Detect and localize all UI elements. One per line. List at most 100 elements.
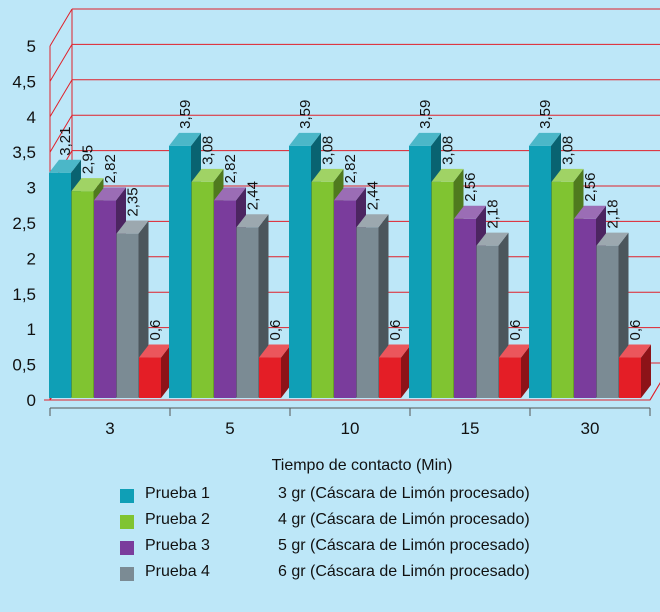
bar-top: [499, 344, 531, 358]
data-label: 3,59: [177, 100, 194, 129]
bar: [431, 181, 454, 398]
legend-swatch-prueba-1: [120, 489, 134, 503]
y-tick-label: 3: [27, 179, 36, 198]
bar: [139, 357, 161, 398]
bar-top: [71, 178, 104, 192]
legend-description: 3 gr (Cáscara de Limón procesado): [278, 485, 530, 502]
bar: [236, 227, 259, 398]
legend-swatch-prueba-4: [120, 567, 134, 581]
bar: [71, 191, 94, 398]
bar-group: [139, 344, 171, 398]
bar: [454, 218, 476, 398]
y-tick-label: 0: [27, 391, 36, 410]
data-label: 2,95: [80, 145, 97, 174]
legend-description: 4 gr (Cáscara de Limón procesado): [278, 511, 530, 528]
legend-item-prueba-2: Prueba 2 4 gr (Cáscara de Limón procesad…: [120, 510, 640, 536]
x-tick-label: 15: [461, 419, 480, 438]
bar: [334, 200, 356, 398]
data-label: 3,08: [440, 136, 457, 165]
data-label: 0,6: [507, 320, 524, 341]
gridline-side: [49, 114, 73, 153]
bar: [94, 200, 116, 398]
data-label: 2,82: [342, 154, 359, 183]
bar: [574, 218, 596, 398]
data-label: 2,56: [462, 173, 479, 202]
legend-name: Prueba 3: [145, 537, 210, 554]
data-label: 2,82: [102, 154, 119, 183]
legend: Prueba 1 3 gr (Cáscara de Limón procesad…: [120, 484, 640, 588]
bar: [356, 227, 379, 398]
data-label: 3,59: [417, 100, 434, 129]
bar-top: [431, 168, 464, 182]
legend-swatch-prueba-2: [120, 515, 134, 529]
data-label: 0,6: [147, 320, 164, 341]
bar-top: [356, 214, 389, 228]
data-label: 0,6: [267, 320, 284, 341]
data-label: 0,6: [627, 320, 644, 341]
bar-group: [259, 344, 291, 398]
y-tick-label: 1: [27, 320, 36, 339]
bar-top: [619, 344, 651, 358]
bar-side: [401, 344, 411, 398]
bar-top: [49, 159, 81, 173]
bar-top: [116, 220, 149, 234]
bar-top: [311, 168, 344, 182]
bar-top: [409, 132, 441, 146]
data-label: 2,35: [125, 187, 142, 216]
bar-group: [379, 344, 411, 398]
legend-name: Prueba 4: [145, 563, 210, 580]
bar: [214, 200, 236, 398]
legend-description: 5 gr (Cáscara de Limón procesado): [278, 537, 530, 554]
data-label: 0,6: [387, 320, 404, 341]
y-tick-label: 4,5: [12, 72, 36, 91]
data-label: 2,56: [582, 173, 599, 202]
bar: [311, 181, 334, 398]
y-tick-label: 0,5: [12, 356, 36, 375]
data-label: 3,08: [200, 136, 217, 165]
bar: [596, 245, 619, 398]
data-label: 2,44: [245, 181, 262, 210]
data-label: 2,18: [485, 199, 502, 228]
bar-top: [551, 168, 584, 182]
bar: [191, 181, 214, 398]
legend-swatch-prueba-3: [120, 541, 134, 555]
data-label: 3,59: [297, 100, 314, 129]
y-tick-label: 2,5: [12, 214, 36, 233]
bar-top: [169, 132, 201, 146]
x-axis-title: Tiempo de contacto (Min): [272, 457, 453, 474]
bar: [259, 357, 281, 398]
bar-side: [161, 344, 171, 398]
bar-top: [574, 205, 606, 219]
bar: [529, 145, 551, 398]
data-label: 3,21: [57, 127, 74, 156]
bar-top: [596, 232, 629, 246]
legend-name: Prueba 2: [145, 511, 210, 528]
data-label: 2,82: [222, 154, 239, 183]
bar-top: [191, 168, 224, 182]
legend-item-prueba-1: Prueba 1 3 gr (Cáscara de Limón procesad…: [120, 484, 640, 510]
gridline-side: [49, 8, 73, 47]
data-label: 3,08: [320, 136, 337, 165]
bar-group: [619, 344, 651, 398]
legend-item-prueba-3: Prueba 3 5 gr (Cáscara de Limón procesad…: [120, 536, 640, 562]
y-tick-label: 4: [27, 108, 36, 127]
data-label: 3,59: [537, 100, 554, 129]
bar: [169, 145, 191, 398]
bar: [379, 357, 401, 398]
bar-top: [139, 344, 171, 358]
legend-item-prueba-4: Prueba 4 6 gr (Cáscara de Limón procesad…: [120, 562, 640, 588]
bar: [619, 357, 641, 398]
bar-side: [641, 344, 651, 398]
data-label: 2,44: [365, 181, 382, 210]
y-tick-label: 3,5: [12, 143, 36, 162]
x-tick-label: 10: [341, 419, 360, 438]
bar: [49, 172, 71, 398]
bar: [289, 145, 311, 398]
y-tick-label: 1,5: [12, 285, 36, 304]
bar-top: [476, 232, 509, 246]
bar: [116, 233, 139, 398]
data-label: 2,18: [605, 199, 622, 228]
bar-top: [236, 214, 269, 228]
